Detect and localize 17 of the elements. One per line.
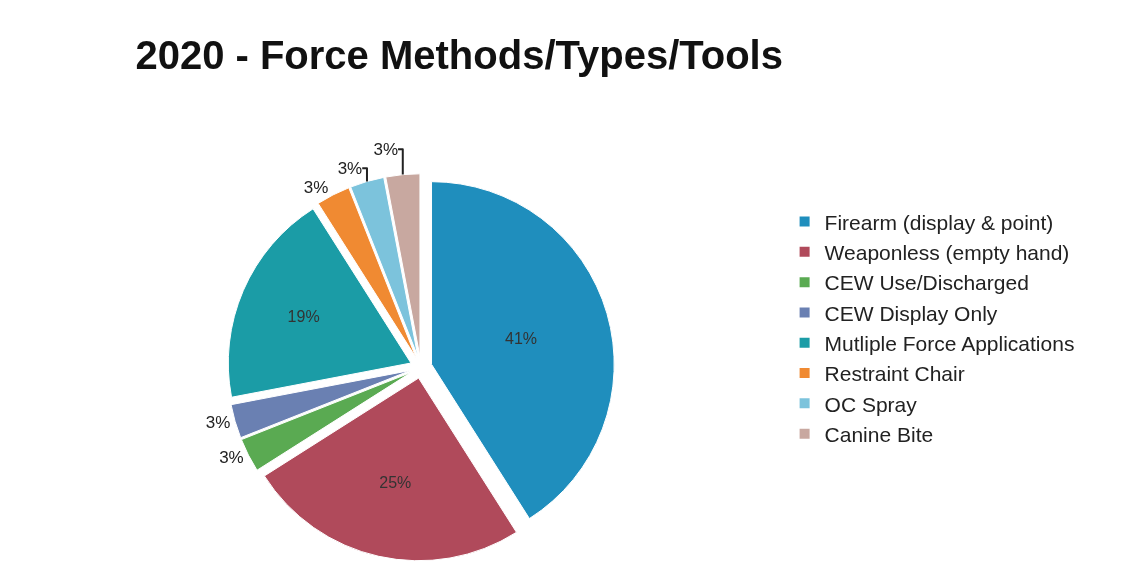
legend-label: Firearm (display & point) <box>824 210 1054 234</box>
legend-label: CEW Display Only <box>824 301 998 325</box>
data-label: 41% <box>504 329 538 347</box>
data-label: 3% <box>337 158 363 178</box>
legend-label: OC Spray <box>824 392 918 416</box>
legend-label: CEW Use/Discharged <box>824 271 1029 295</box>
data-label: 3% <box>205 412 231 432</box>
data-label: 25% <box>379 474 412 491</box>
data-label: 3% <box>303 177 329 197</box>
data-label: 3% <box>373 139 399 159</box>
legend-label: Mutliple Force Applications <box>824 331 1075 355</box>
data-label: 3% <box>219 447 244 467</box>
legend-label: Weaponless (empty hand) <box>824 241 1070 265</box>
legend-label: Canine Bite <box>824 422 934 446</box>
chart-title: 2020 - Force Methods/Types/Tools <box>135 33 783 78</box>
legend-label: Restraint Chair <box>824 362 965 386</box>
data-label: 19% <box>287 308 320 326</box>
